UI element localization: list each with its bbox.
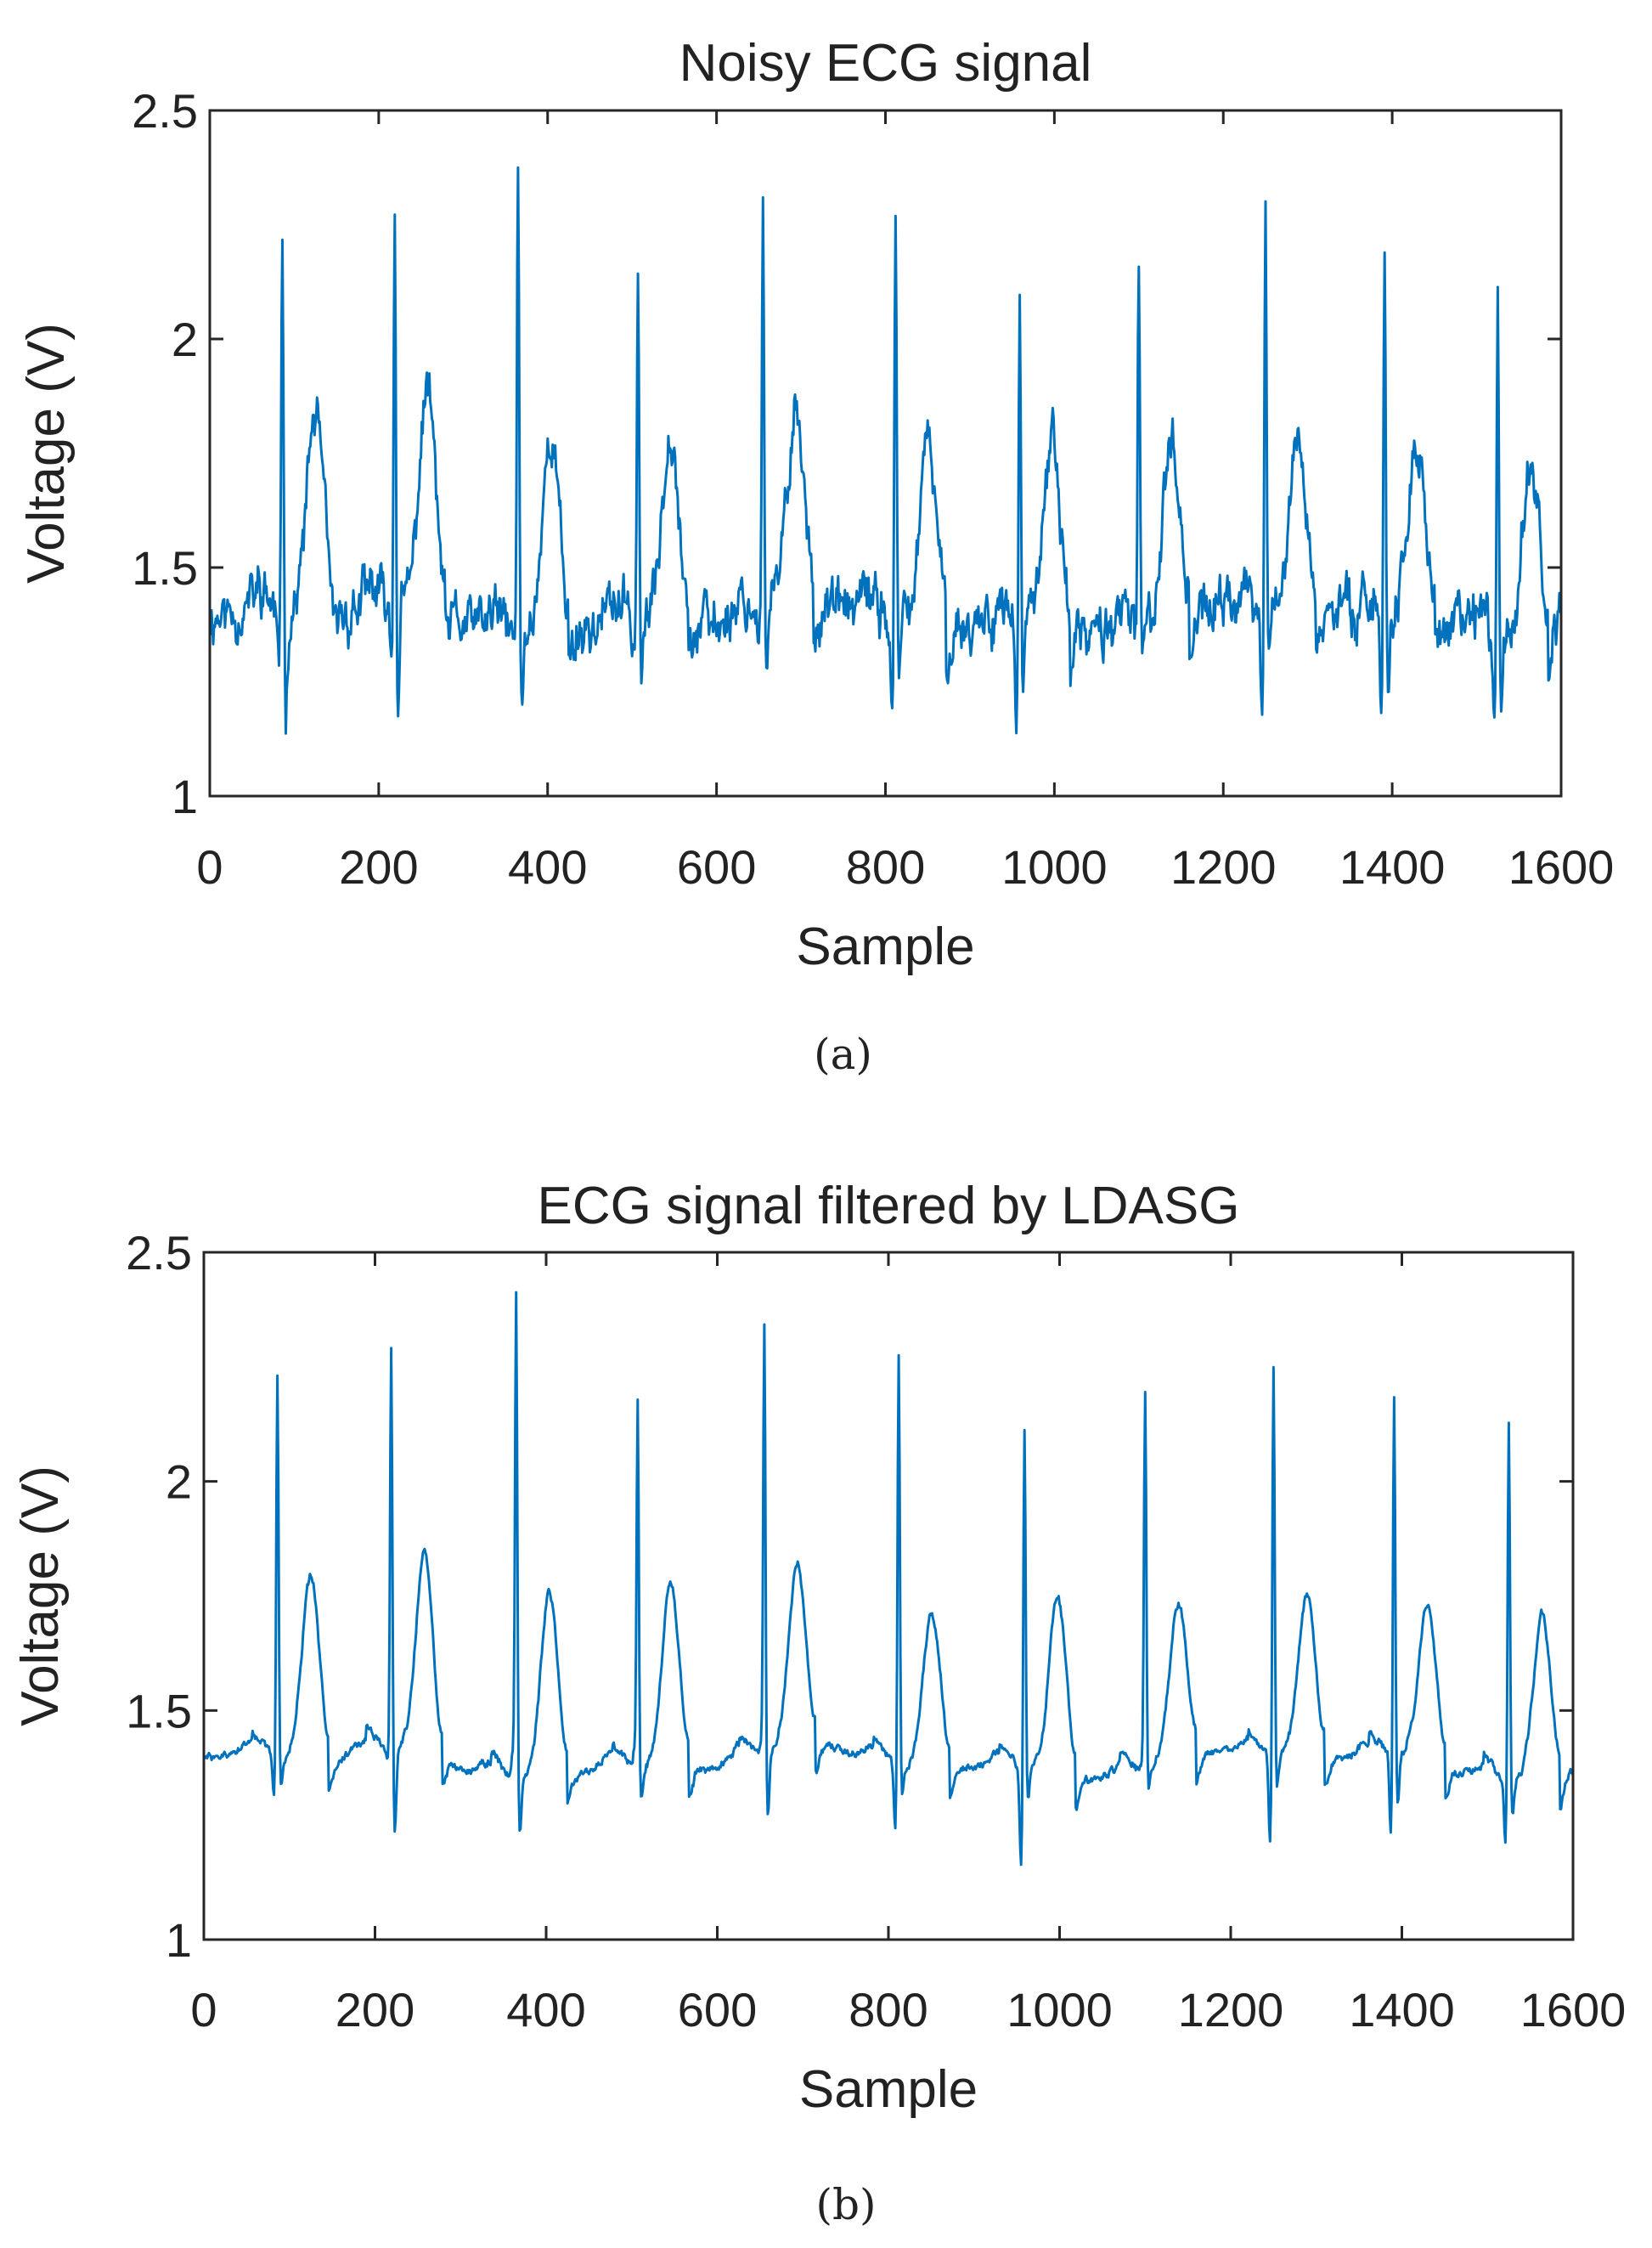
x-tick-label: 1000: [1001, 840, 1108, 894]
signal-line: [204, 1291, 1573, 1867]
x-tick-label: 400: [506, 1983, 585, 2036]
y-axis-label: Voltage (V): [11, 1466, 70, 1726]
x-axis-label: Sample: [796, 918, 974, 976]
panel-caption: (a): [814, 1030, 872, 1079]
x-tick-label: 400: [508, 840, 587, 894]
x-axis-label: Sample: [799, 2060, 978, 2119]
x-tick-label: 0: [190, 1983, 217, 2036]
y-tick-label: 2: [172, 313, 198, 366]
y-tick-label: 1.5: [132, 541, 198, 595]
y-tick-label: 2: [166, 1455, 192, 1509]
x-tick-label: 1200: [1170, 840, 1277, 894]
x-tick-label: 600: [678, 1983, 757, 2036]
x-tick-label: 1600: [1520, 1983, 1627, 2036]
panel-b-filtered-ecg: ECG signal filtered by LDASG 0 200 400 600 80…: [11, 1177, 1626, 2229]
plot-frame: [208, 109, 1563, 798]
x-tick-label: 600: [677, 840, 756, 894]
signal-line: [210, 166, 1561, 735]
y-tick-label: 2.5: [132, 84, 198, 138]
y-tick-label: 2.5: [126, 1226, 192, 1279]
panel-a-noisy-ecg: Noisy ECG signal 0 200 400 600 800 1000 1200 140…: [17, 34, 1614, 1079]
y-tick-label: 1: [172, 770, 198, 823]
x-tick-label: 200: [335, 1983, 414, 2036]
x-tick-label: 0: [196, 840, 223, 894]
chart-title: ECG signal filtered by LDASG: [537, 1177, 1239, 1235]
x-tick-label: 1400: [1339, 840, 1446, 894]
x-tick-label: 1000: [1006, 1983, 1113, 2036]
panel-caption: (b): [815, 2180, 876, 2229]
y-axis-label: Voltage (V): [17, 323, 76, 584]
plot-frame: [202, 1251, 1575, 1941]
x-tick-label: 1400: [1349, 1983, 1455, 2036]
x-tick-label: 800: [849, 1983, 927, 2036]
chart-title: Noisy ECG signal: [679, 34, 1092, 93]
x-tick-label: 800: [846, 840, 925, 894]
y-tick-label: 1: [166, 1913, 192, 1967]
x-tick-label: 200: [339, 840, 418, 894]
y-tick-label: 1.5: [126, 1684, 192, 1737]
x-tick-label: 1200: [1178, 1983, 1284, 2036]
x-tick-label: 1600: [1508, 840, 1615, 894]
